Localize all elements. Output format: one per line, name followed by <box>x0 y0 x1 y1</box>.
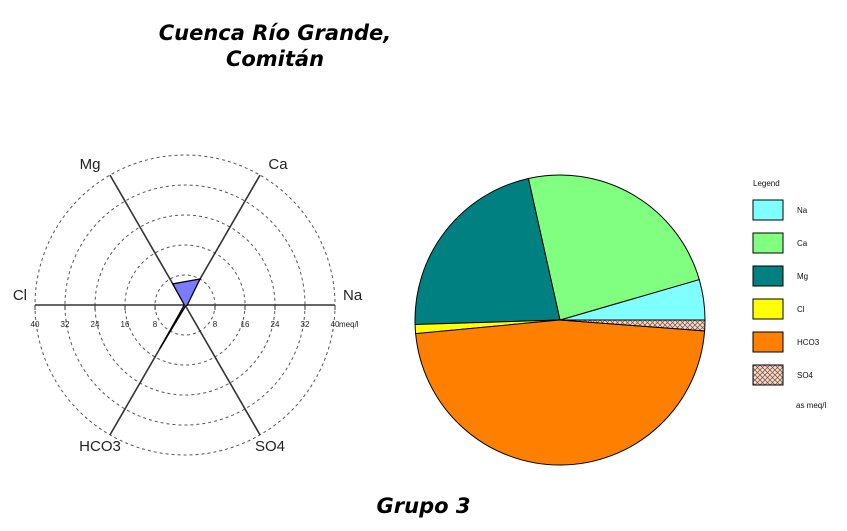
legend: Legend Na Ca Mg Cl HCO3 SO4 as meq/l <box>752 179 826 410</box>
legend-swatch-so4 <box>752 364 784 386</box>
axis-label-cl: Cl <box>13 287 27 304</box>
legend-label-hco3: HCO3 <box>797 338 820 347</box>
legend-label-so4: SO4 <box>797 371 814 380</box>
pie-slice-hco3 <box>415 319 706 466</box>
legend-label-na: Na <box>797 206 808 215</box>
pie-slice-ca <box>527 174 700 321</box>
tick-label: 32 <box>61 320 70 329</box>
pie-chart <box>414 174 706 466</box>
legend-label-cl: Cl <box>797 305 805 314</box>
axis-label-so4: SO4 <box>255 438 285 455</box>
legend-swatch-cl <box>752 298 784 320</box>
tick-label: 8 <box>153 320 158 329</box>
pie-slice-mg <box>414 177 561 326</box>
chart-title-line1: Cuenca Río Grande, <box>158 21 392 45</box>
axis-label-hco3: HCO3 <box>79 438 121 455</box>
legend-swatch-ca <box>752 232 784 254</box>
tick-label: 24 <box>91 320 100 329</box>
axis-line-so4 <box>184 304 261 436</box>
tick-label: 8 <box>213 320 218 329</box>
legend-swatch-hco3 <box>752 331 784 353</box>
tick-label: 16 <box>121 320 130 329</box>
tick-label: 32 <box>301 320 310 329</box>
legend-label-ca: Ca <box>797 239 808 248</box>
unit-label: meq/l <box>339 320 359 329</box>
legend-unit: as meq/l <box>796 401 826 410</box>
axis-label-na: Na <box>343 287 363 304</box>
axis-label-mg: Mg <box>80 156 101 173</box>
tick-label: 24 <box>271 320 280 329</box>
tick-label: 16 <box>241 320 250 329</box>
legend-title: Legend <box>753 179 780 188</box>
group-label: Grupo 3 <box>376 494 471 518</box>
legend-swatch-mg <box>752 265 784 287</box>
ion-polygon <box>159 278 202 350</box>
legend-label-mg: Mg <box>797 272 808 281</box>
tick-label: 40 <box>331 320 340 329</box>
legend-swatch-na <box>752 199 784 221</box>
chart-title-line2: Comitán <box>225 47 325 71</box>
axis-label-ca: Ca <box>268 156 288 173</box>
tick-label: 40 <box>31 320 40 329</box>
pie-slice-so4 <box>559 319 706 332</box>
